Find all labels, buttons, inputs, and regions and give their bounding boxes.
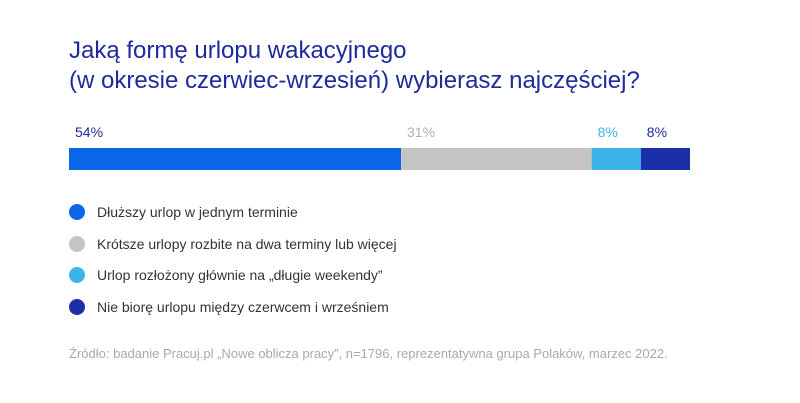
source-note: Źródło: badanie Pracuj.pl „Nowe oblicza … — [69, 346, 668, 361]
legend-item: Nie biorę urlopu między czerwcem i wrześ… — [69, 298, 397, 315]
stacked-bar-chart: 54% 31% 8% 8% — [69, 124, 690, 170]
bar-segment-2 — [401, 148, 592, 170]
legend-item: Krótsze urlopy rozbite na dwa terminy lu… — [69, 235, 397, 252]
bar-segment-1 — [69, 148, 402, 170]
chart-title: Jaką formę urlopu wakacyjnego (w okresie… — [69, 36, 769, 96]
legend-dot-icon — [69, 204, 85, 220]
legend-dot-icon — [69, 235, 85, 252]
legend-dot-icon — [69, 267, 85, 283]
legend-label: Dłuższy urlop w jednym terminie — [97, 204, 298, 220]
legend-label: Krótsze urlopy rozbite na dwa terminy lu… — [97, 235, 397, 252]
legend-item: Dłuższy urlop w jednym terminie — [69, 204, 397, 220]
legend-label: Urlop rozłożony głównie na „długie weeke… — [97, 267, 383, 283]
data-label-2: 31% — [407, 124, 435, 140]
chart-title-line-2: (w okresie czerwiec-wrzesień) wybierasz … — [69, 67, 640, 94]
legend-label: Nie biorę urlopu między czerwcem i wrześ… — [97, 298, 389, 315]
legend: Dłuższy urlop w jednym terminie Krótsze … — [69, 204, 397, 330]
legend-dot-icon — [69, 298, 85, 315]
legend-item: Urlop rozłożony głównie na „długie weeke… — [69, 267, 397, 283]
data-label-1: 54% — [75, 124, 103, 140]
data-label-3: 8% — [598, 124, 618, 140]
bar-segment-3 — [591, 148, 641, 170]
chart-title-line-1: Jaką formę urlopu wakacyjnego — [69, 37, 407, 64]
bar-segment-4 — [640, 148, 690, 170]
data-label-4: 8% — [647, 124, 667, 140]
